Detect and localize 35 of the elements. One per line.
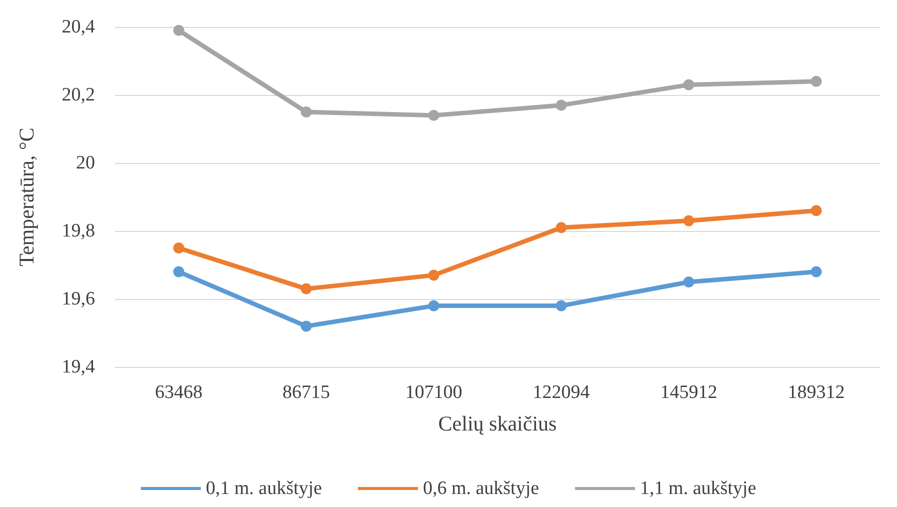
point (683, 215, 694, 226)
y-tick-label: 20,4 (62, 16, 96, 38)
point (300, 106, 312, 118)
y-tick-label: 19,4 (62, 356, 96, 378)
x-axis-title: Celių skaičius (438, 412, 557, 436)
y-tick-label: 19,8 (62, 220, 95, 242)
y-axis-title: Temperatūra, °C (14, 128, 38, 266)
y-tick-label: 20 (76, 152, 95, 174)
point (300, 283, 312, 294)
point (173, 242, 184, 254)
x-tick-label: 107100 (405, 382, 462, 403)
point (556, 300, 567, 312)
legend-label: 1,1 m. aukštyje (640, 478, 756, 499)
point (173, 24, 184, 36)
y-tick-label: 19,6 (62, 288, 95, 310)
point (683, 79, 694, 90)
legend-label: 0,1 m. aukštyje (206, 478, 322, 499)
x-tick-label: 86715 (282, 382, 330, 403)
point (810, 205, 822, 216)
x-tick-label: 122094 (532, 382, 590, 403)
point (428, 110, 440, 121)
point (556, 100, 567, 111)
point (810, 266, 822, 278)
point (428, 270, 440, 281)
point (173, 266, 184, 278)
point (683, 276, 694, 288)
x-tick-label: 63468 (155, 382, 202, 403)
point (556, 222, 567, 234)
point (428, 300, 440, 312)
legend-label: 0,6 m. aukštyje (422, 478, 540, 499)
point (810, 76, 822, 87)
x-tick-label: 145912 (660, 382, 718, 403)
x-tick-label: 189312 (788, 382, 845, 403)
y-tick-label: 20,2 (62, 84, 95, 106)
point (300, 320, 312, 332)
